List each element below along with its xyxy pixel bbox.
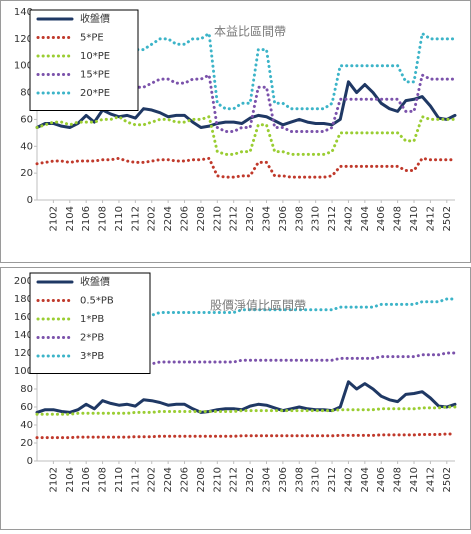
x-tick-label: 2212: [229, 467, 240, 492]
y-tick-label: 80: [20, 384, 33, 395]
x-tick-label: 2406: [376, 467, 387, 492]
y-tick-label: 120: [14, 34, 33, 45]
legend-label: 收盤價: [80, 12, 110, 25]
x-tick-label: 2110: [114, 206, 125, 231]
x-tick-label: 2106: [81, 467, 92, 492]
x-tick-label: 2112: [130, 206, 141, 231]
x-tick-label: 2404: [360, 206, 371, 231]
y-tick-label: 120: [14, 348, 33, 359]
annotation: 本益比區間帶: [214, 25, 286, 39]
x-tick-label: 2408: [393, 467, 404, 492]
x-tick-label: 2204: [163, 467, 174, 492]
x-tick-label: 2302: [245, 467, 256, 492]
y-tick-label: 20: [20, 438, 33, 449]
legend-label: 3*PB: [80, 351, 104, 362]
x-tick-label: 2306: [278, 206, 289, 231]
x-tick-label: 2102: [48, 467, 59, 492]
legend-label: 0.5*PB: [80, 296, 114, 307]
annotation: 股價淨值比區間帶: [210, 298, 306, 313]
y-tick-label: 0: [27, 456, 33, 467]
y-tick-label: 40: [20, 420, 33, 431]
y-tick-label: 200: [14, 276, 33, 287]
x-tick-label: 2408: [393, 206, 404, 231]
x-tick-label: 2210: [212, 467, 223, 492]
x-tick-label: 2412: [425, 467, 436, 492]
x-tick-label: 2502: [442, 206, 453, 231]
x-tick-label: 2108: [98, 206, 109, 231]
legend-label: 15*PE: [80, 70, 110, 81]
y-tick-label: 0: [27, 195, 33, 206]
x-tick-label: 2110: [114, 467, 125, 492]
x-tick-label: 2108: [98, 467, 109, 492]
x-tick-label: 2304: [261, 467, 272, 492]
legend-label: 5*PE: [80, 33, 104, 44]
y-tick-label: 100: [14, 366, 33, 377]
x-tick-label: 2202: [147, 206, 158, 231]
series-line: [35, 432, 457, 440]
x-tick-label: 2102: [48, 206, 59, 231]
y-tick-label: 140: [14, 7, 33, 18]
y-tick-label: 20: [20, 168, 33, 179]
x-tick-label: 2104: [65, 467, 76, 492]
legend-label: 1*PB: [80, 314, 104, 325]
x-tick-label: 2308: [294, 206, 305, 231]
x-tick-label: 2202: [147, 467, 158, 492]
x-tick-label: 2306: [278, 467, 289, 492]
x-tick-label: 2106: [81, 206, 92, 231]
y-tick-label: 160: [14, 312, 33, 323]
x-tick-label: 2302: [245, 206, 256, 231]
y-tick-label: 80: [20, 88, 33, 99]
y-tick-label: 40: [20, 141, 33, 152]
x-tick-label: 2410: [409, 467, 420, 492]
x-tick-label: 2112: [130, 467, 141, 492]
legend-label: 2*PB: [80, 333, 104, 344]
x-tick-label: 2308: [294, 467, 305, 492]
y-tick-label: 60: [20, 114, 33, 125]
x-tick-label: 2406: [376, 206, 387, 231]
y-tick-label: 140: [14, 330, 33, 341]
series-line: [35, 351, 457, 369]
series-line: [35, 156, 457, 179]
legend-label: 20*PE: [80, 88, 110, 99]
series-line: [35, 115, 457, 156]
x-tick-label: 2204: [163, 206, 174, 231]
x-tick-label: 2206: [180, 467, 191, 492]
x-tick-label: 2104: [65, 206, 76, 231]
x-tick-label: 2208: [196, 206, 207, 231]
y-tick-label: 100: [14, 61, 33, 72]
series-line: [35, 80, 457, 129]
legend-box: [29, 272, 151, 374]
series-line: [35, 73, 457, 134]
x-tick-label: 2310: [311, 467, 322, 492]
x-tick-label: 2312: [327, 467, 338, 492]
x-tick-label: 2402: [343, 467, 354, 492]
x-tick-label: 2412: [425, 206, 436, 231]
legend-label: 收盤價: [80, 275, 110, 288]
series-line: [35, 405, 457, 416]
x-tick-label: 2212: [229, 206, 240, 231]
y-tick-label: 180: [14, 294, 33, 305]
x-tick-label: 2310: [311, 206, 322, 231]
x-tick-label: 2402: [343, 206, 354, 231]
x-tick-label: 2502: [442, 467, 453, 492]
series-line: [35, 380, 457, 414]
x-tick-label: 2208: [196, 467, 207, 492]
x-tick-label: 2312: [327, 206, 338, 231]
x-tick-label: 2404: [360, 467, 371, 492]
x-tick-label: 2206: [180, 206, 191, 231]
x-tick-label: 2304: [261, 206, 272, 231]
x-tick-label: 2210: [212, 206, 223, 231]
legend-label: 10*PE: [80, 51, 110, 62]
y-tick-label: 60: [20, 402, 33, 413]
x-tick-label: 2410: [409, 206, 420, 231]
